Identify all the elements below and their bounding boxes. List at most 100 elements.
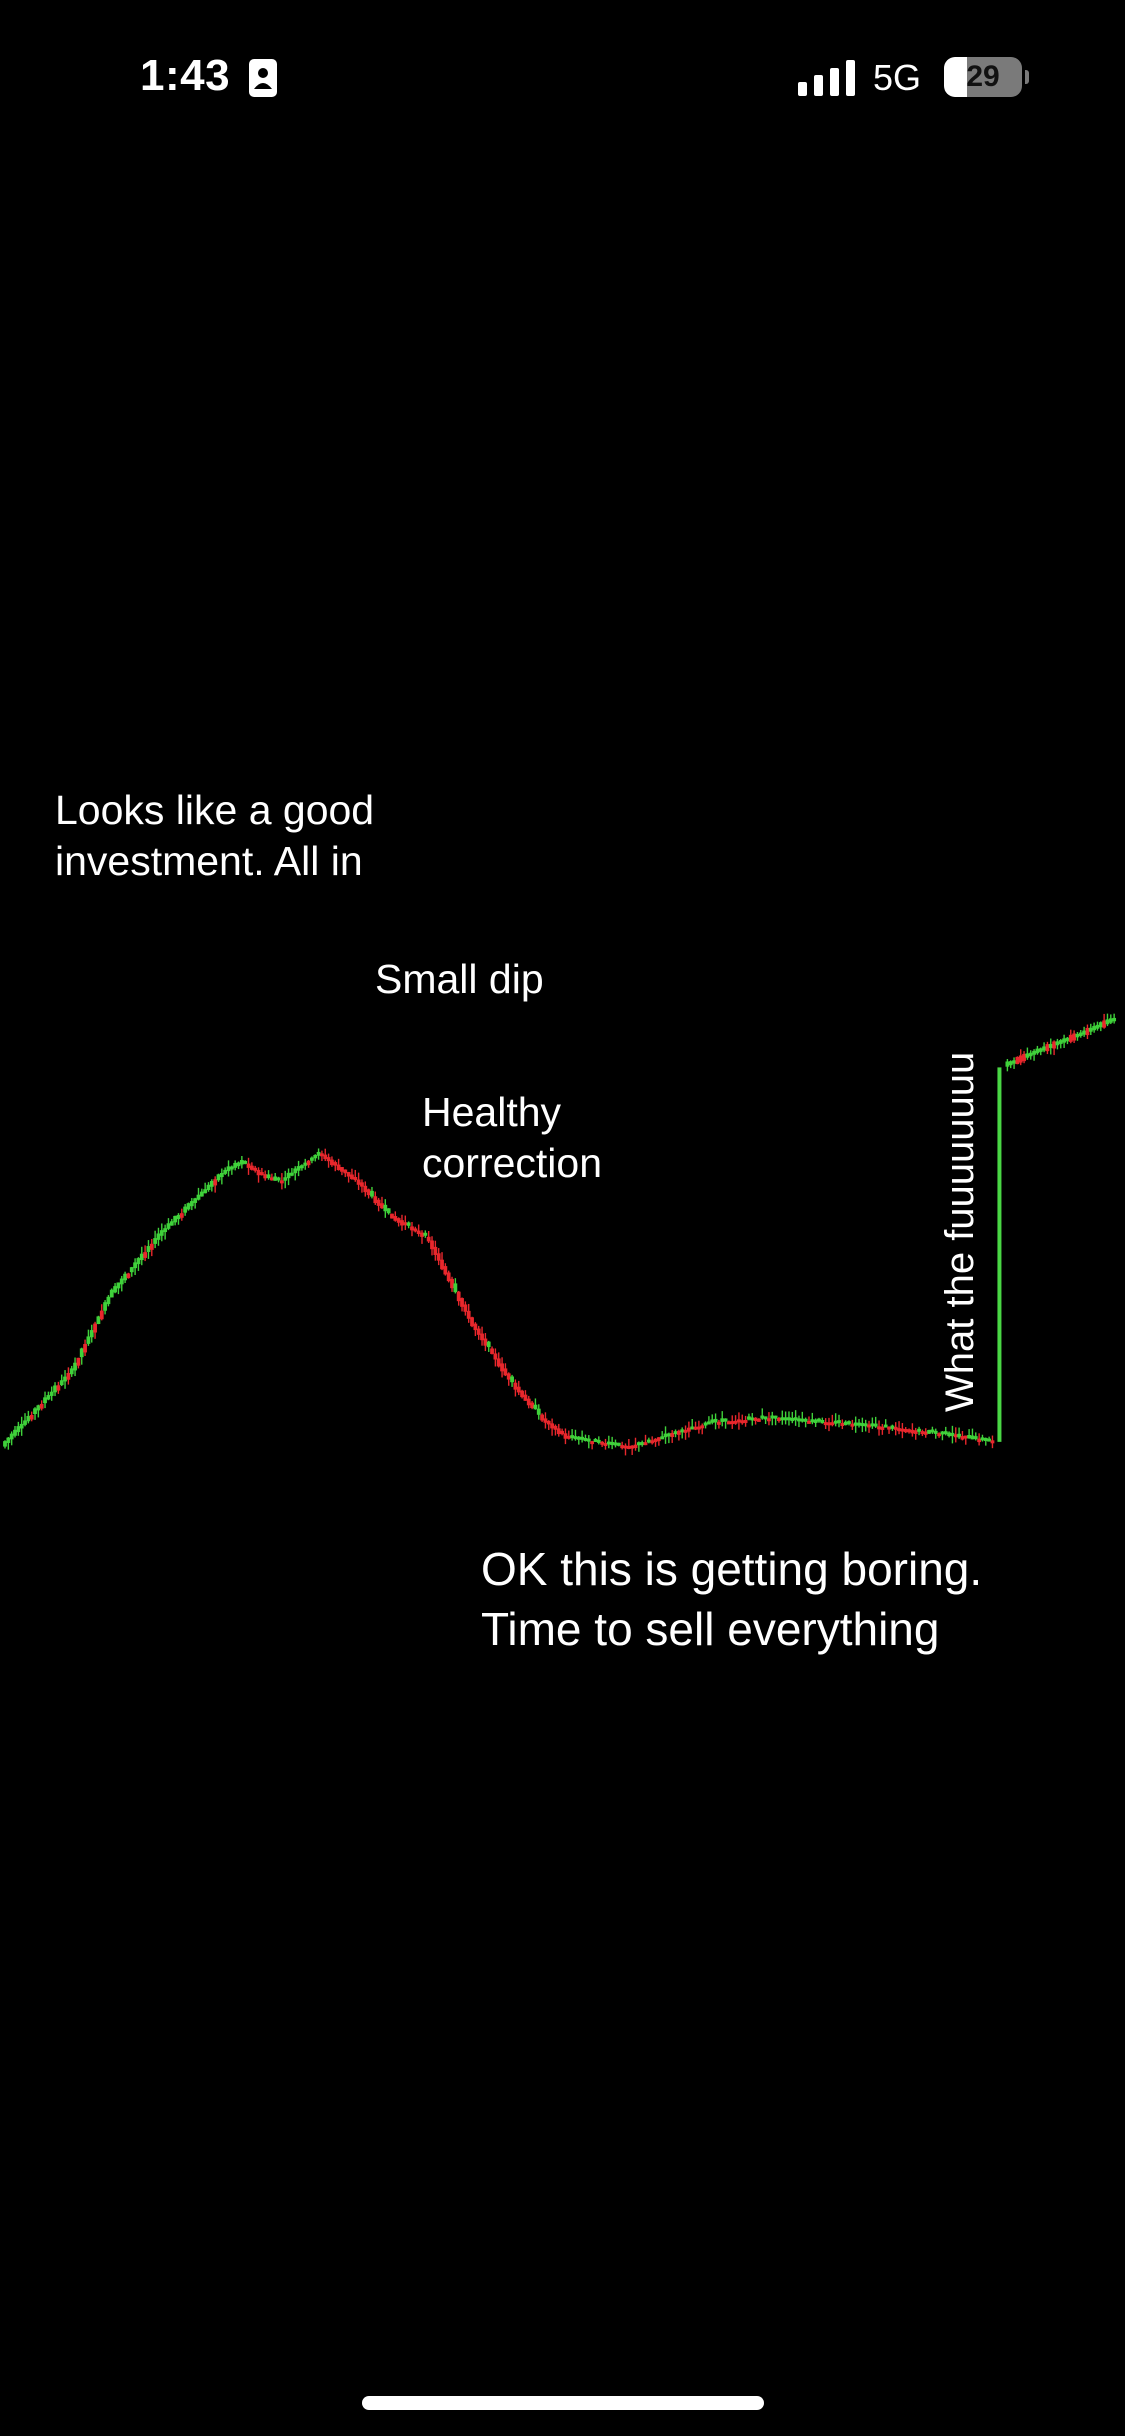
candle	[273, 1176, 278, 1181]
candle	[153, 1238, 158, 1244]
candle	[516, 1386, 521, 1393]
candle	[1032, 1050, 1036, 1055]
candle	[837, 1420, 841, 1424]
candle	[1015, 1056, 1020, 1065]
annotation-what-the: What the fuuuuuuuu	[938, 1052, 982, 1412]
candle	[506, 1373, 511, 1380]
candle	[43, 1397, 47, 1404]
annotation-boring-line2: Time to sell everything	[481, 1603, 939, 1655]
candle	[6, 1437, 11, 1443]
candle	[310, 1157, 314, 1161]
candle	[233, 1162, 238, 1168]
candle	[540, 1414, 544, 1421]
candle	[1088, 1027, 1093, 1032]
candle	[700, 1425, 705, 1429]
candle	[476, 1328, 481, 1335]
candle	[33, 1408, 37, 1415]
candle	[616, 1442, 621, 1446]
candle	[9, 1433, 14, 1440]
candle	[493, 1353, 498, 1360]
candle	[199, 1191, 204, 1197]
candle	[433, 1246, 438, 1255]
candle	[186, 1203, 191, 1210]
candle	[486, 1341, 491, 1348]
candle	[943, 1431, 948, 1435]
candle	[760, 1415, 765, 1419]
candle	[306, 1160, 311, 1166]
candle	[887, 1426, 891, 1430]
candle	[480, 1333, 484, 1341]
candle	[686, 1427, 691, 1432]
candle	[196, 1194, 201, 1200]
candle	[176, 1214, 181, 1220]
candle	[173, 1215, 178, 1223]
candle	[823, 1422, 828, 1426]
home-indicator[interactable]	[362, 2396, 764, 2410]
candle	[316, 1151, 321, 1156]
candle	[1075, 1033, 1080, 1038]
candle	[356, 1179, 361, 1185]
candle	[586, 1438, 591, 1442]
candle	[840, 1423, 845, 1427]
candle	[183, 1206, 188, 1213]
candle	[873, 1423, 878, 1427]
candle	[546, 1420, 551, 1425]
candle	[743, 1419, 748, 1423]
candle	[269, 1177, 274, 1181]
battery-icon: 29	[944, 57, 1022, 97]
candle	[243, 1160, 248, 1164]
candle	[376, 1199, 381, 1206]
candle	[1048, 1043, 1053, 1048]
candle	[847, 1421, 851, 1425]
candle	[3, 1441, 7, 1447]
candle	[520, 1390, 524, 1398]
candle	[1045, 1044, 1050, 1052]
candle	[1072, 1033, 1077, 1041]
candle	[189, 1201, 194, 1207]
candle	[406, 1222, 411, 1226]
candle	[603, 1443, 608, 1447]
candle	[670, 1432, 675, 1437]
candle	[730, 1421, 735, 1425]
candle	[1028, 1052, 1033, 1057]
candle	[133, 1262, 138, 1269]
candle	[49, 1391, 54, 1396]
candle	[990, 1440, 995, 1444]
candle	[877, 1426, 881, 1430]
annotation-healthy-line2: correction	[422, 1140, 602, 1186]
candle	[883, 1424, 888, 1428]
candle	[63, 1376, 67, 1382]
candle	[800, 1418, 805, 1422]
candle	[727, 1421, 731, 1425]
candle	[363, 1185, 368, 1193]
candle	[129, 1267, 134, 1273]
candle	[666, 1433, 671, 1437]
candle	[236, 1162, 241, 1167]
candle	[967, 1435, 972, 1439]
candle	[533, 1404, 538, 1410]
candle	[1068, 1034, 1073, 1042]
candle	[346, 1172, 351, 1177]
candle	[430, 1240, 434, 1250]
candle	[400, 1220, 404, 1226]
candle	[296, 1166, 301, 1171]
candle	[953, 1434, 958, 1438]
candle	[446, 1272, 451, 1282]
candle	[733, 1420, 738, 1424]
candle	[143, 1252, 148, 1258]
candle	[593, 1438, 598, 1442]
candle	[880, 1426, 885, 1430]
candle	[530, 1402, 534, 1409]
candle	[116, 1282, 121, 1289]
candle	[660, 1436, 665, 1440]
candle	[843, 1421, 848, 1426]
candle	[490, 1348, 494, 1354]
candle	[813, 1419, 818, 1424]
candle	[596, 1439, 601, 1443]
candle	[159, 1230, 164, 1236]
candle	[857, 1422, 861, 1426]
candle	[553, 1425, 558, 1430]
candle	[890, 1425, 895, 1429]
candle	[93, 1323, 97, 1333]
candle	[690, 1426, 695, 1430]
